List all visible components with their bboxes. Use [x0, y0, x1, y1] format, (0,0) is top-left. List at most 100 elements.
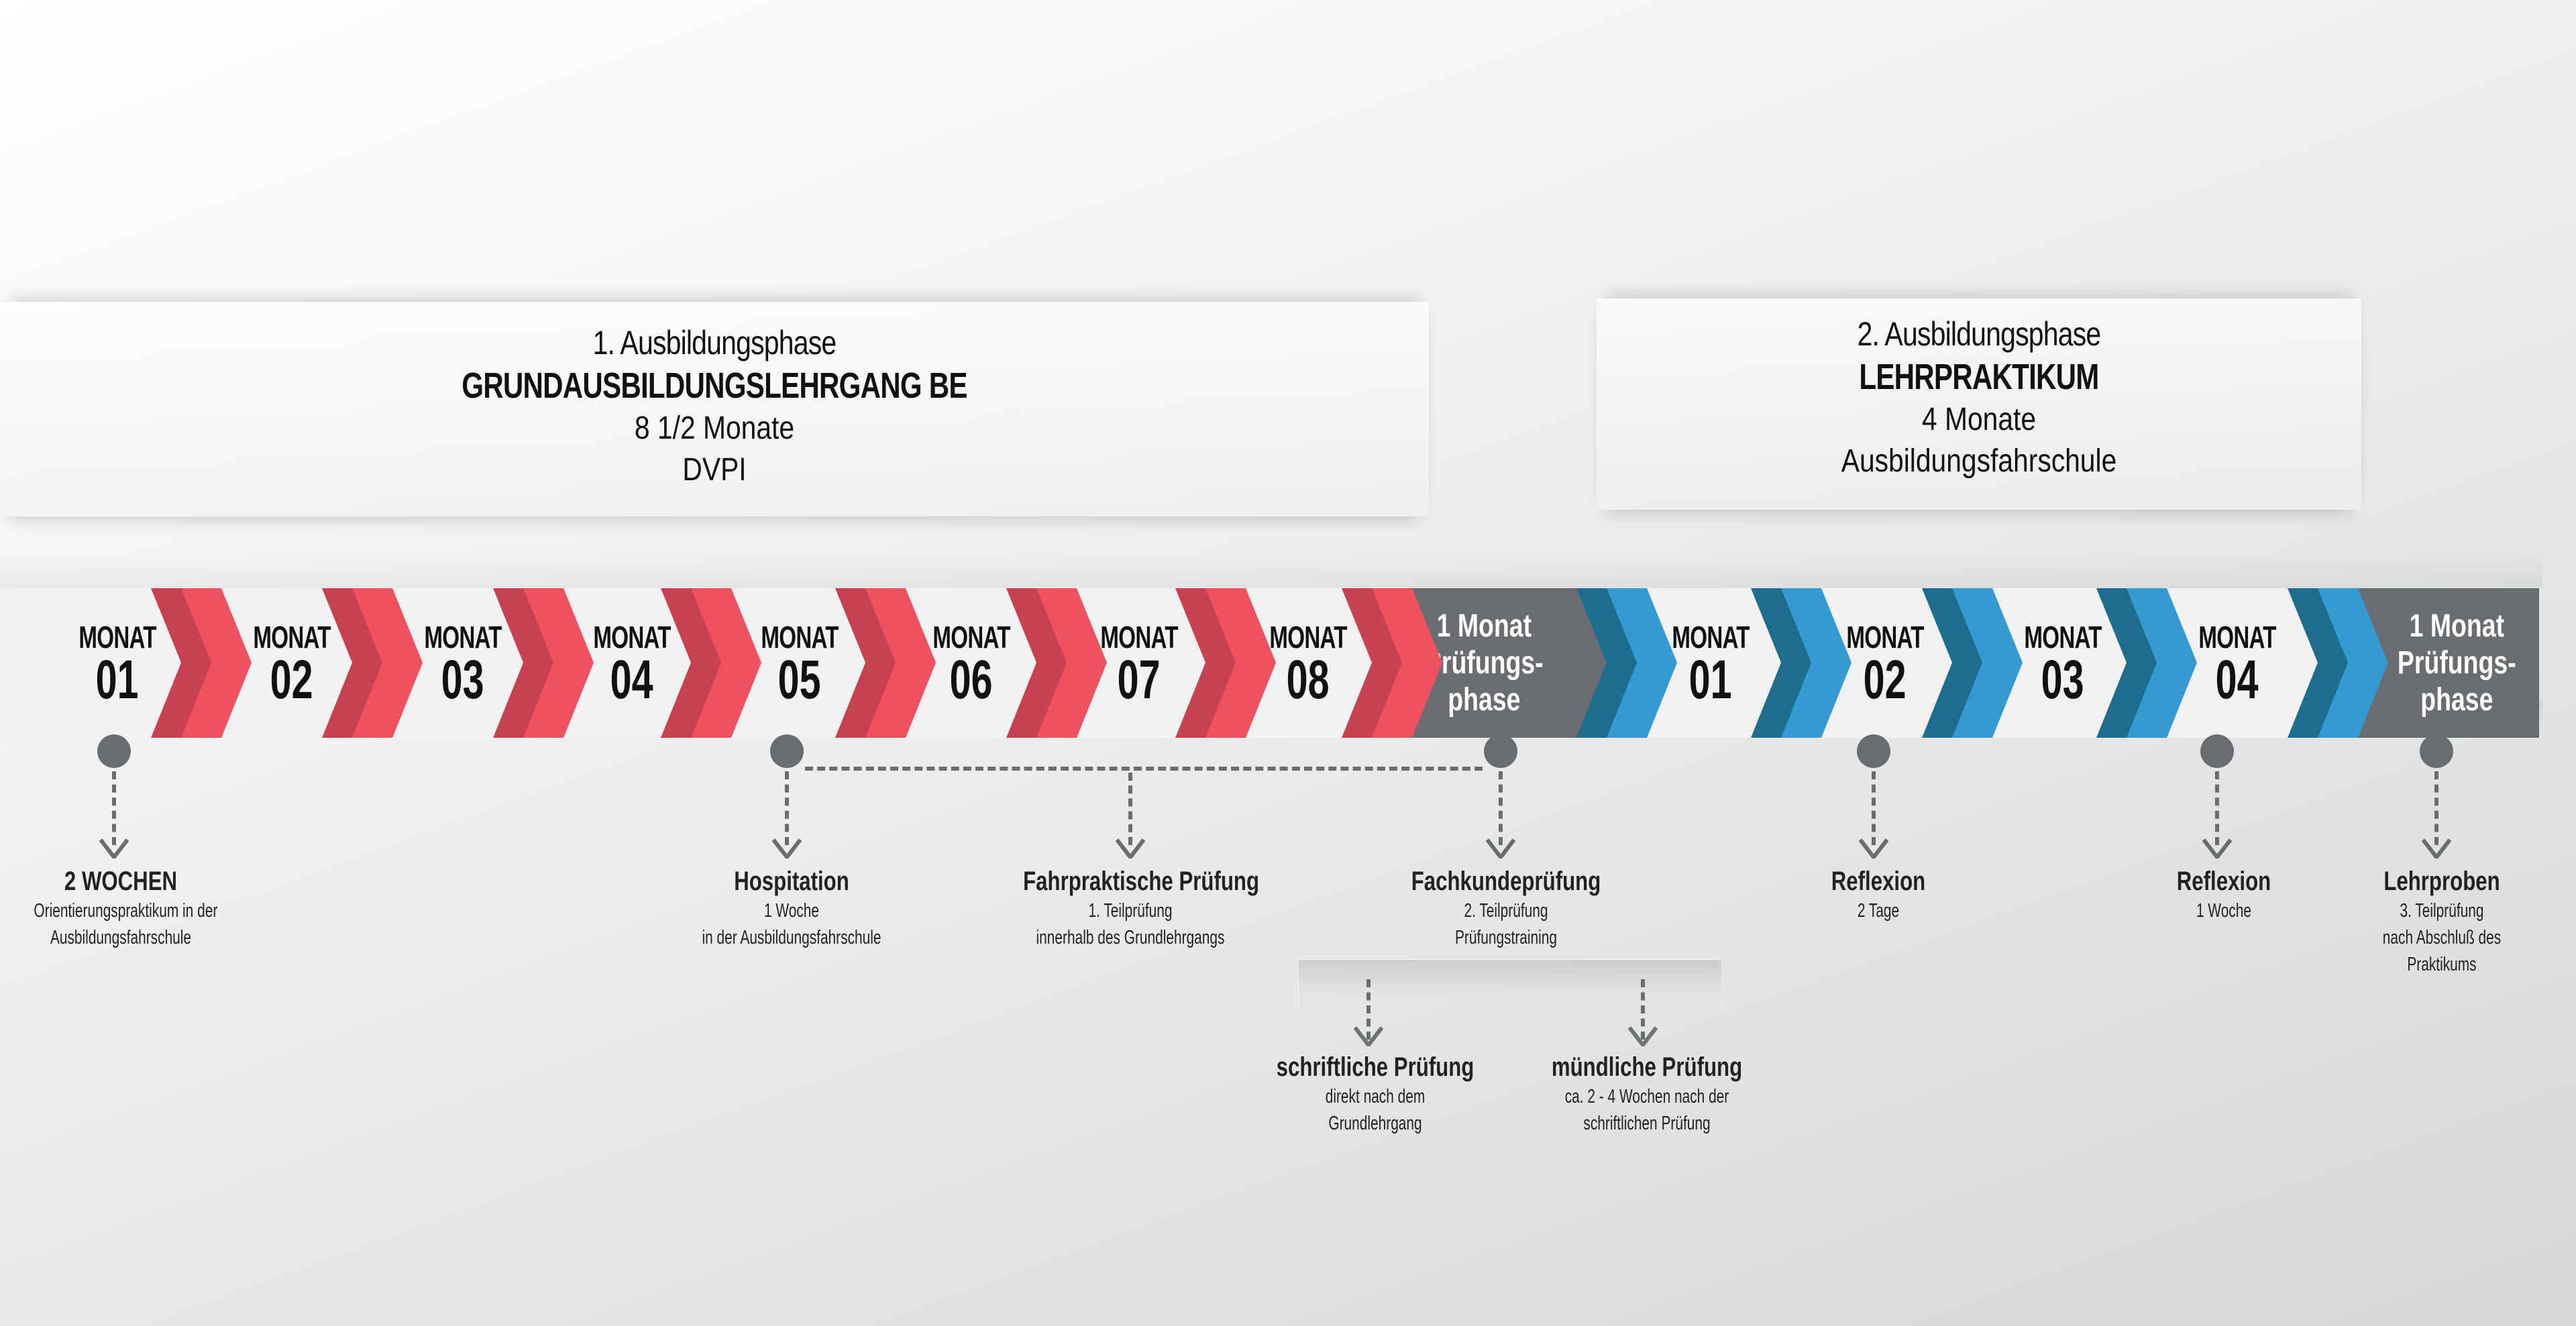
sub-milestone-detail: schriftlichen Prüfung [1583, 1113, 1711, 1134]
phase-1-exam-line-1: 1 Monat [1436, 608, 1532, 644]
milestone-detail: 3. Teilprüfung [2400, 900, 2484, 922]
phase-1-month-08: MONAT 08 [1254, 588, 1362, 738]
sub-milestone-detail: Grundlehrgang [1328, 1113, 1422, 1134]
phase-2-duration: 4 Monate [1921, 402, 2037, 437]
phase-2-location: Ausbildungsfahrschule [1841, 443, 2117, 479]
milestone-title: Fahrpraktische Prüfung [1023, 867, 1260, 896]
arrow-down-icon [2422, 838, 2451, 859]
connector-line [1872, 771, 1876, 845]
chevron-arrow-icon [1175, 588, 1276, 738]
phase-1-month-05: MONAT 05 [746, 588, 853, 738]
milestone-lehrproben: Lehrproben 3. Teilprüfung nach Abschluß … [2341, 865, 2542, 978]
month-label: MONAT [253, 619, 331, 655]
sub-milestone-title: schriftliche Prüfung [1276, 1052, 1474, 1082]
phase-1-duration: 8 1/2 Monate [634, 410, 795, 446]
month-label: MONAT [1846, 619, 1924, 655]
month-label: MONAT [1100, 619, 1178, 655]
milestone-hospitation: Hospitation 1 Woche in der Ausbildungsfa… [664, 865, 919, 951]
sub-milestone-detail: direkt nach dem [1325, 1086, 1426, 1107]
milestone-detail: 1 Woche [763, 900, 820, 922]
month-number: 01 [96, 649, 139, 710]
chevron-arrow-icon [1576, 588, 1677, 738]
chevron-arrow-icon [493, 588, 594, 738]
connector-line [785, 771, 789, 845]
month-number: 02 [1864, 649, 1907, 710]
month-label: MONAT [761, 619, 839, 655]
arrow-down-icon [2202, 838, 2232, 859]
arrow-down-icon [1354, 1026, 1383, 1046]
chevron-arrow-icon [1006, 588, 1107, 738]
phase-2-exam-line-1: 1 Monat [2409, 608, 2505, 644]
milestone-dot [2420, 734, 2453, 768]
milestone-title: Reflexion [2176, 867, 2271, 896]
chevron-arrow-icon [1751, 588, 1851, 738]
connector-line [1128, 773, 1132, 845]
phase-2-title: LEHRPRAKTIKUM [1859, 357, 2099, 397]
month-number: 03 [2041, 649, 2084, 710]
phase-2-exam-box: 1 Monat Prüfungs- phase [2348, 588, 2539, 738]
milestone-dot [770, 734, 804, 768]
phase-2-header: 2. Ausbildungsphase LEHRPRAKTIKUM 4 Mona… [1597, 298, 2361, 510]
milestone-detail: 1. Teilprüfung [1088, 900, 1173, 922]
month-number: 02 [270, 649, 313, 710]
connector-line [2434, 771, 2438, 845]
exam-split-panel [1298, 959, 1722, 1011]
milestone-reflexion-1-woche: Reflexion 1 Woche [2116, 865, 2331, 924]
phase-1-month-07: MONAT 07 [1085, 588, 1193, 738]
milestone-detail: Orientierungspraktikum in der [34, 900, 218, 922]
milestone-detail: nach Abschluß des [2382, 927, 2502, 948]
phase-1-exam-line-3: phase [1448, 682, 1521, 718]
milestone-detail: Ausbildungsfahrschule [50, 927, 192, 948]
milestone-dot [97, 734, 131, 768]
milestone-detail: innerhalb des Grundlehrgangs [1036, 927, 1225, 948]
month-number: 04 [2216, 649, 2259, 710]
month-number: 04 [610, 649, 653, 710]
connector-line-horizontal [805, 767, 1483, 771]
connector-line [1499, 771, 1503, 845]
phase-1-exam-line-2: Prüfungs- [1425, 645, 1544, 681]
phase-2-month-03: MONAT 03 [2009, 588, 2116, 738]
phase-1-month-04: MONAT 04 [578, 588, 686, 738]
chevron-arrow-icon [1922, 588, 2023, 738]
arrow-down-icon [1859, 838, 1888, 859]
milestone-2-wochen: 2 WOCHEN Orientierungspraktikum in der A… [0, 865, 241, 951]
milestone-title: Reflexion [1831, 867, 1926, 896]
milestone-title: 2 WOCHEN [64, 867, 178, 896]
milestone-dot [1484, 734, 1517, 768]
milestone-title: Fachkundeprüfung [1411, 867, 1601, 896]
month-label: MONAT [2024, 619, 2102, 655]
chevron-arrow-icon [835, 588, 936, 738]
milestone-dot [2200, 734, 2234, 768]
milestone-fahrpraktische-pruefung: Fahrpraktische Prüfung 1. Teilprüfung in… [993, 865, 1268, 951]
month-label: MONAT [932, 619, 1010, 655]
month-label: MONAT [424, 619, 502, 655]
month-number: 05 [778, 649, 821, 710]
phase-1-month-01: MONAT 01 [64, 588, 171, 738]
phase-2-exam-line-2: Prüfungs- [2398, 645, 2516, 681]
milestone-fachkundepruefung: Fachkundeprüfung 2. Teilprüfung Prüfungs… [1368, 865, 1644, 951]
month-label: MONAT [2198, 619, 2276, 655]
chevron-arrow-icon [2096, 588, 2197, 738]
connector-line [112, 771, 116, 845]
phase-2-month-04: MONAT 04 [2184, 588, 2291, 738]
milestone-detail: Prüfungstraining [1454, 927, 1558, 948]
month-number: 01 [1689, 649, 1732, 710]
arrow-down-icon [1116, 838, 1145, 859]
month-number: 08 [1287, 649, 1330, 710]
phase-2-heading: 2. Ausbildungsphase [1857, 315, 2102, 353]
phase-2-exam-line-3: phase [2420, 682, 2493, 718]
milestone-reflexion-2-tage: Reflexion 2 Tage [1771, 865, 1986, 924]
sub-milestone-detail: ca. 2 - 4 Wochen nach der [1564, 1086, 1729, 1107]
phase-1-month-06: MONAT 06 [918, 588, 1025, 738]
phase-1-title: GRUNDAUSBILDUNGSLEHRGANG BE [462, 366, 967, 406]
connector-line [2215, 771, 2219, 845]
arrow-down-icon [772, 838, 802, 859]
arrow-down-icon [1628, 1026, 1658, 1046]
month-label: MONAT [1269, 619, 1347, 655]
month-number: 06 [950, 649, 993, 710]
milestone-detail: 1 Woche [2196, 900, 2252, 922]
phase-1-heading: 1. Ausbildungsphase [592, 324, 837, 362]
chevron-arrow-icon [151, 588, 252, 738]
month-label: MONAT [78, 619, 156, 655]
arrow-down-icon [1486, 838, 1515, 859]
